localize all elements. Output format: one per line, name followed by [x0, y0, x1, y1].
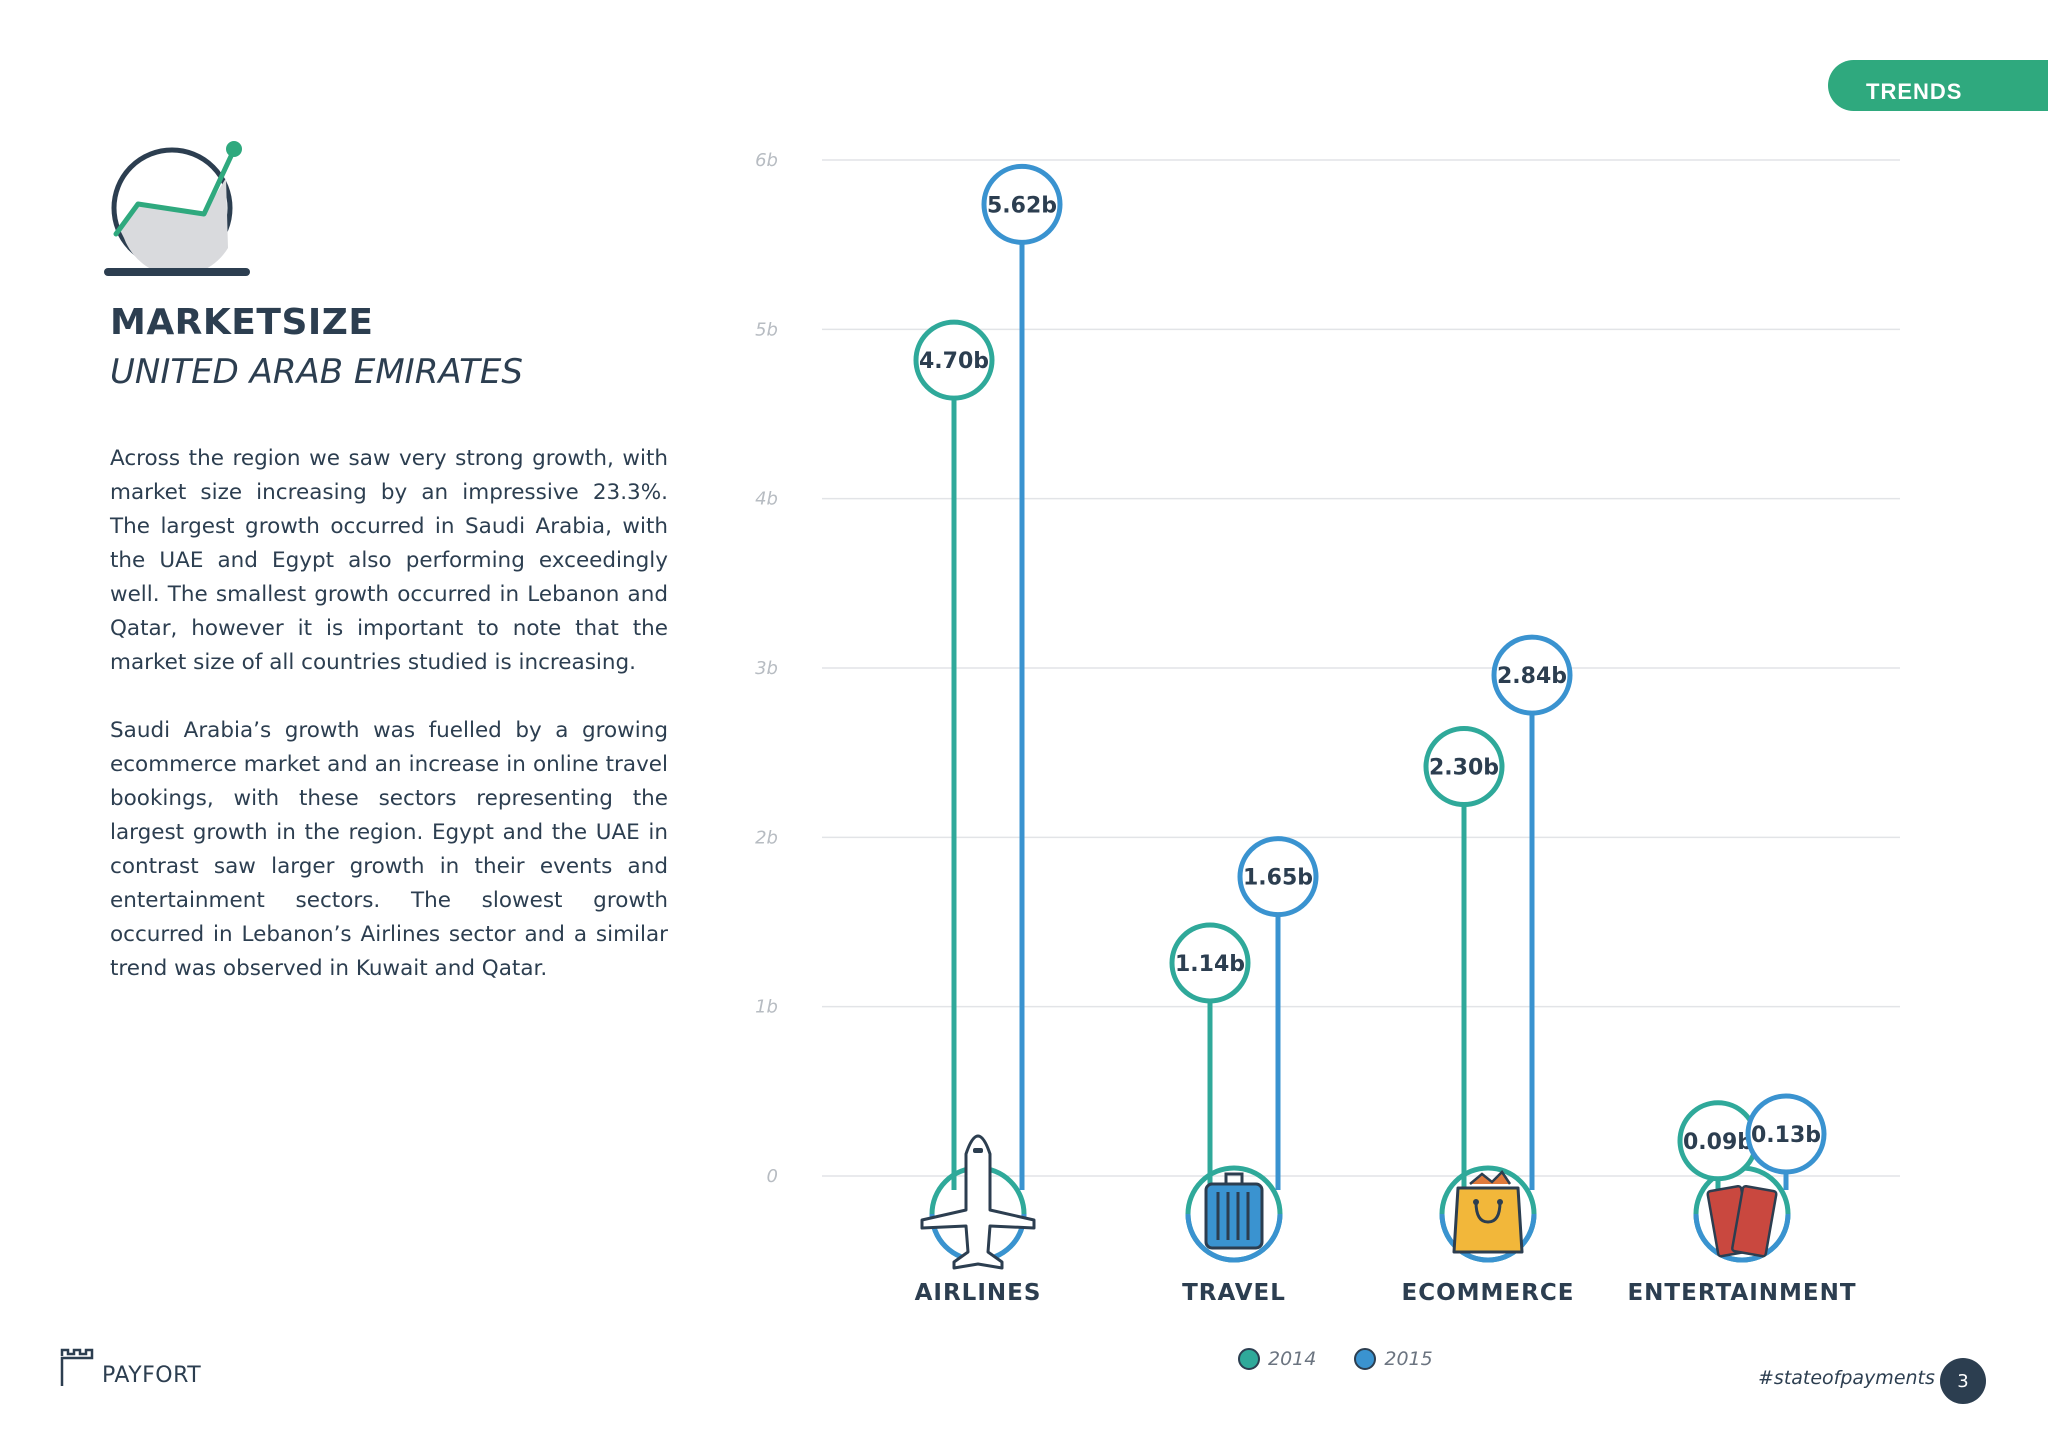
category-label: TRAVEL [1182, 1280, 1286, 1306]
category-label: ENTERTAINMENT [1627, 1280, 1856, 1306]
value-bubble-2015 [981, 163, 1063, 245]
section-title: MARKETSIZE [110, 302, 374, 343]
airplane-icon [920, 1134, 1036, 1270]
payfort-logo: PAYFORT [58, 1348, 201, 1388]
y-tick-label: 0 [767, 1166, 778, 1187]
category-base-ring [929, 1165, 1027, 1263]
legend-swatch-2015 [1354, 1348, 1377, 1370]
value-bubble-2015 [1237, 836, 1319, 918]
shopping-bag-icon [1452, 1170, 1524, 1254]
category-base-ring [1185, 1165, 1283, 1263]
category-label: AIRLINES [915, 1280, 1042, 1306]
value-bubble-2014 [1677, 1100, 1759, 1182]
legend-swatch-2014 [1238, 1348, 1260, 1370]
value-bubble-2015 [1745, 1093, 1827, 1175]
section-subtitle: UNITED ARAB EMIRATES [110, 352, 523, 392]
data-label: 2.30b [1429, 756, 1499, 781]
y-tick-label: 5b [755, 319, 778, 340]
legend-label-2014: 2014 [1268, 1348, 1317, 1370]
market-growth-icon [104, 141, 250, 276]
data-label: 4.70b [919, 349, 989, 374]
suitcase-icon [1204, 1172, 1264, 1250]
trends-tab-label: TRENDS [1866, 78, 1963, 104]
hashtag: #stateofpayments [1758, 1367, 1935, 1389]
category-base-ring-half [929, 1213, 1027, 1263]
page-number-label: 3 [1957, 1370, 1969, 1392]
legend-item-2015: 2015 [1354, 1348, 1433, 1370]
category-base-ring-half [1693, 1213, 1791, 1263]
category-base-ring [1439, 1165, 1537, 1263]
data-label: 0.09b [1683, 1130, 1753, 1155]
castle-logo-icon [60, 1348, 94, 1386]
value-bubble-2014 [913, 319, 995, 401]
value-bubble-2014 [1169, 922, 1251, 1004]
legend-item-2014: 2014 [1238, 1348, 1316, 1370]
body-paragraph-1: Across the region we saw very strong gro… [110, 446, 668, 675]
value-bubble-2015 [1491, 634, 1573, 716]
category-base-ring-half [1185, 1213, 1283, 1263]
y-tick-label: 1b [755, 997, 778, 1018]
category-base-ring [1693, 1165, 1791, 1263]
data-label: 1.65b [1243, 866, 1313, 891]
brand-name: PAYFORT [102, 1363, 202, 1388]
tickets-icon [1706, 1184, 1778, 1258]
y-tick-label: 2b [755, 827, 778, 848]
y-tick-label: 4b [755, 489, 778, 510]
category-base-ring-half [1439, 1213, 1537, 1263]
legend-label-2015: 2015 [1384, 1348, 1433, 1370]
trends-tab: TRENDS [1828, 60, 2048, 111]
body-paragraph-2: Saudi Arabia’s growth was fuelled by a g… [110, 718, 668, 981]
page-number: 3 [1940, 1358, 1986, 1404]
y-tick-label: 3b [755, 658, 778, 679]
data-label: 2.84b [1497, 664, 1567, 689]
category-label: ECOMMERCE [1402, 1280, 1575, 1306]
data-label: 0.13b [1751, 1123, 1821, 1148]
y-tick-label: 6b [755, 150, 778, 171]
data-label: 1.14b [1175, 952, 1245, 977]
data-label: 5.62b [987, 193, 1057, 218]
chart-legend: 2014 2015 [1238, 1348, 1433, 1370]
value-bubble-2014 [1423, 726, 1505, 808]
